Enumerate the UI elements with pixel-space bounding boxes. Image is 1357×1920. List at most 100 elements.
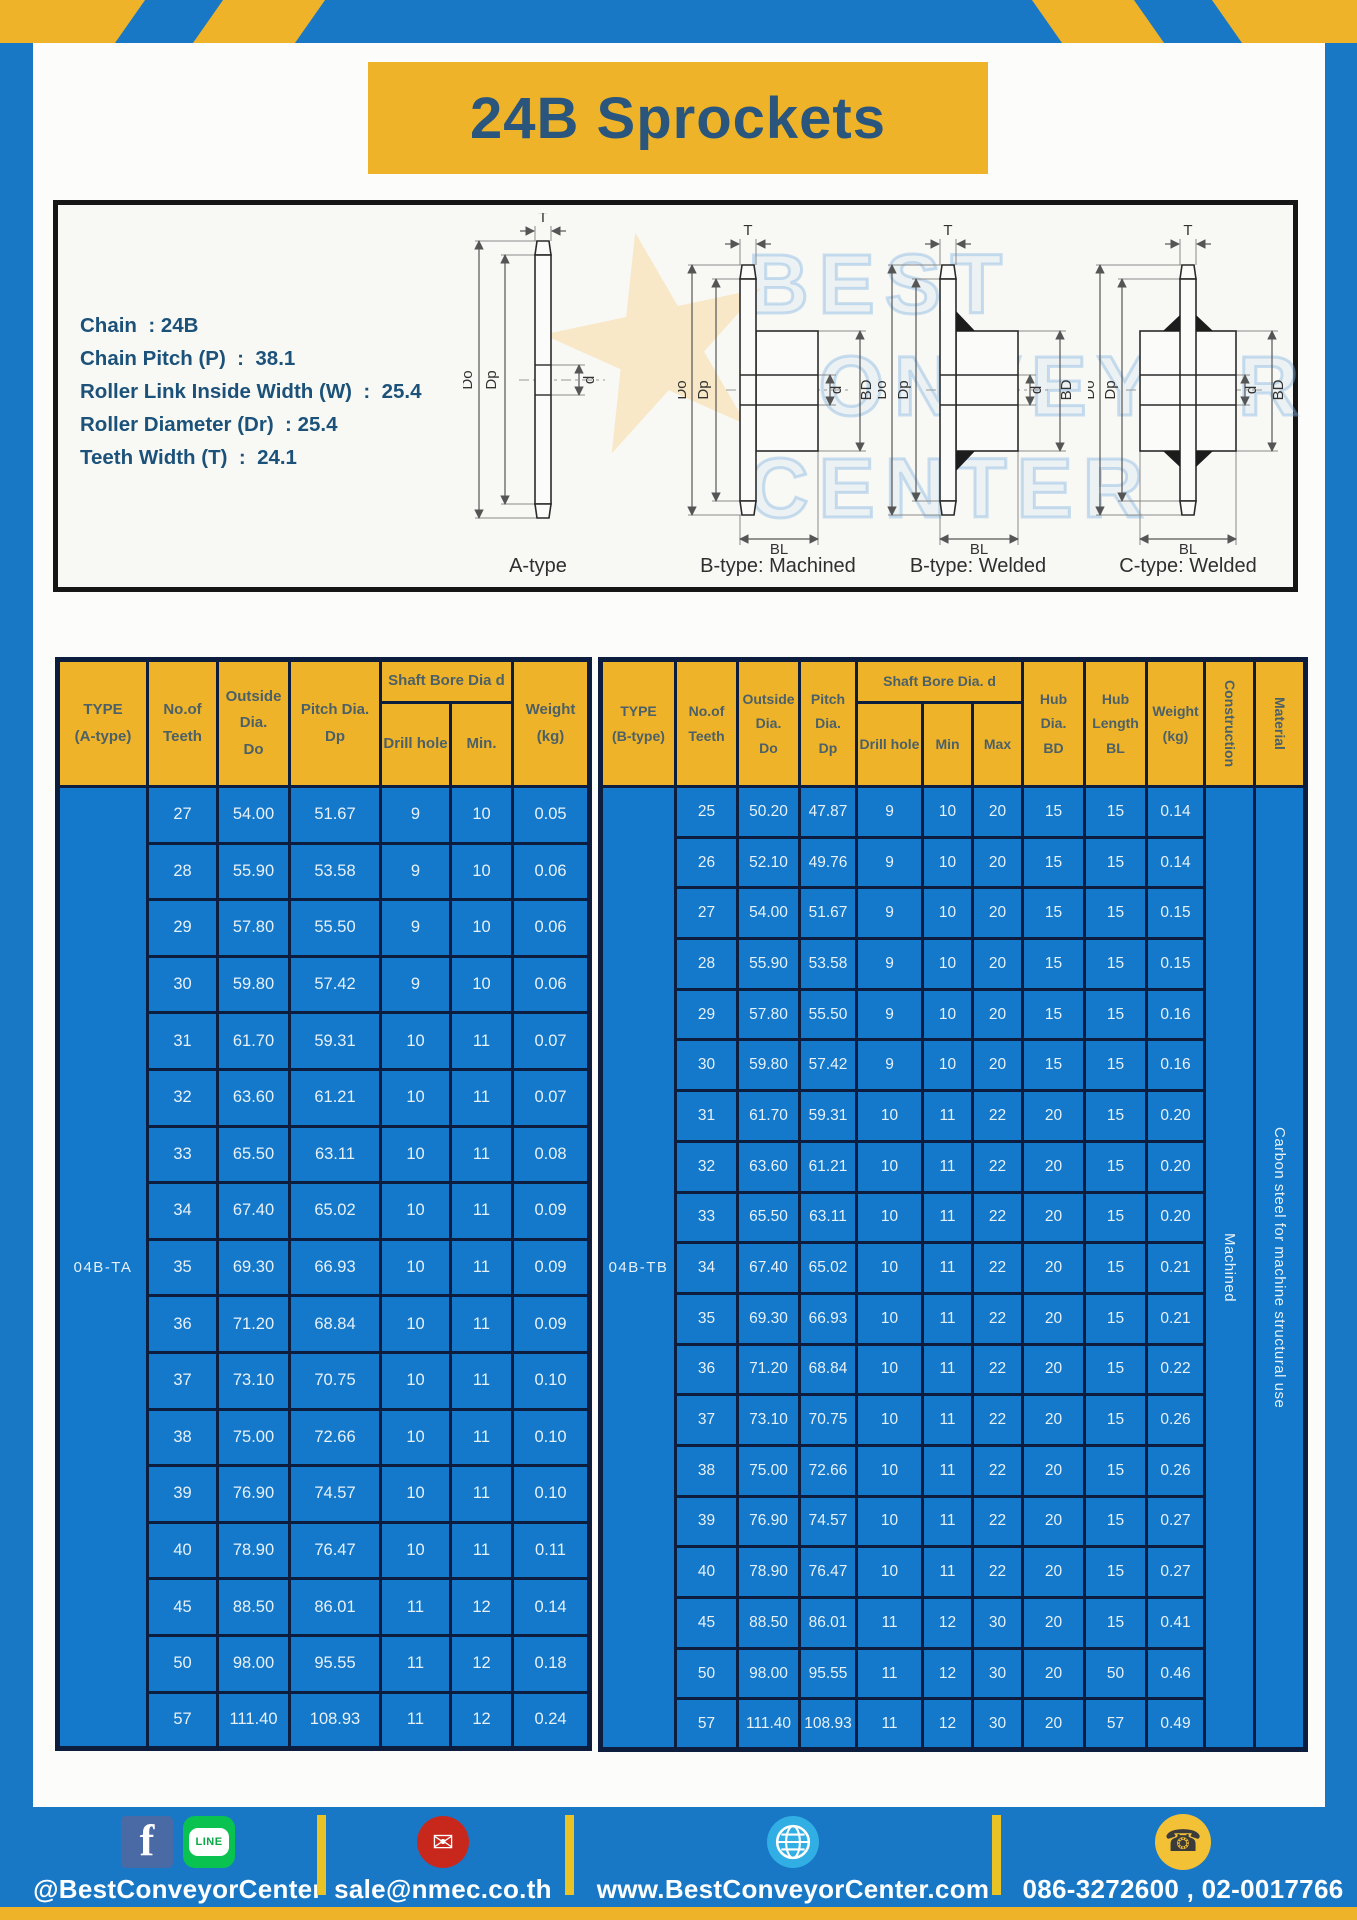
table-cell: 10 bbox=[855, 1291, 924, 1346]
table-cell: 20 bbox=[1021, 1697, 1087, 1752]
table-cell: 55.50 bbox=[798, 987, 858, 1042]
table-row: 39 76.90 74.57 10 11 22 20 15 0.27 bbox=[601, 1494, 1306, 1549]
table-cell: 10 bbox=[855, 1241, 924, 1295]
table-cell: 12 bbox=[449, 1577, 514, 1637]
table-cell: 0.14 bbox=[511, 1577, 591, 1637]
table-cell: 63.60 bbox=[736, 1139, 801, 1194]
table-cell: 12 bbox=[921, 1596, 974, 1650]
table-cell: 73.10 bbox=[736, 1393, 801, 1447]
dim-label-T: T bbox=[538, 213, 547, 226]
table-cell: 57 bbox=[1083, 1697, 1149, 1752]
table-cell: 86.01 bbox=[288, 1577, 382, 1637]
table-cell: 57.80 bbox=[736, 987, 801, 1042]
table-cell: 9 bbox=[379, 954, 452, 1015]
table-cell: 57 bbox=[674, 1697, 739, 1752]
table-cell: 108.93 bbox=[288, 1690, 382, 1751]
table-cell: 0.06 bbox=[511, 954, 591, 1015]
table-cell: 61.21 bbox=[288, 1067, 382, 1128]
table-cell: 10 bbox=[921, 886, 974, 941]
table-cell: 10 bbox=[449, 785, 514, 845]
table-cell: 0.20 bbox=[1145, 1139, 1207, 1194]
table-cell: 69.30 bbox=[736, 1291, 801, 1346]
table-cell: 11 bbox=[855, 1697, 924, 1752]
table-cell: 9 bbox=[855, 835, 924, 890]
footer-divider bbox=[565, 1815, 574, 1895]
table-row: 35 69.30 66.93 10 11 22 20 15 0.21 bbox=[601, 1291, 1306, 1346]
line-bubble-label: LINE bbox=[189, 1828, 229, 1856]
table-cell: 15 bbox=[1083, 1139, 1149, 1194]
table-cell: 51.67 bbox=[798, 886, 858, 941]
col-header-type: TYPE (B-type) bbox=[599, 658, 677, 788]
table-cell: 72.66 bbox=[288, 1407, 382, 1468]
table-cell: 36 bbox=[674, 1342, 739, 1397]
col-header-drill-hole: Drill hole bbox=[855, 701, 924, 788]
table-row: 45 88.50 86.01 11 12 0.14 bbox=[58, 1577, 591, 1637]
table-row: 29 57.80 55.50 9 10 20 15 15 0.16 bbox=[601, 987, 1306, 1042]
col-header-teeth: No.of Teeth bbox=[146, 658, 219, 788]
table-cell: 0.10 bbox=[511, 1407, 591, 1468]
table-cell: 74.57 bbox=[798, 1494, 858, 1549]
table-cell: 45 bbox=[146, 1577, 219, 1637]
table-cell: 30 bbox=[674, 1038, 739, 1093]
table-cell: 33 bbox=[146, 1124, 219, 1185]
table-cell: 22 bbox=[970, 1443, 1025, 1498]
table-cell: 0.27 bbox=[1145, 1545, 1207, 1599]
dim-label-d: d bbox=[1243, 386, 1260, 394]
table-cell: 9 bbox=[379, 841, 452, 902]
table-cell: 61.70 bbox=[736, 1089, 801, 1143]
table-cell: 10 bbox=[921, 835, 974, 890]
table-cell: 0.09 bbox=[511, 1294, 591, 1354]
table-cell: 59.80 bbox=[736, 1038, 801, 1093]
table-cell: 0.06 bbox=[511, 898, 591, 958]
table-cell: 10 bbox=[855, 1494, 924, 1549]
col-header-drill-hole: Drill hole bbox=[379, 701, 452, 788]
table-cell: 65.02 bbox=[798, 1241, 858, 1295]
table-row: 33 65.50 63.11 10 11 0.08 bbox=[58, 1124, 591, 1185]
table-cell: 27 bbox=[674, 886, 739, 941]
page-title: 24B Sprockets bbox=[470, 85, 886, 151]
table-cell: 11 bbox=[449, 1294, 514, 1354]
table-row: 36 71.20 68.84 10 11 22 20 15 0.22 bbox=[601, 1342, 1306, 1397]
table-cell: 15 bbox=[1083, 1596, 1149, 1650]
table-cell: 9 bbox=[855, 886, 924, 941]
table-cell: 20 bbox=[970, 1038, 1025, 1093]
table-cell: 11 bbox=[449, 1350, 514, 1411]
table-cell: 12 bbox=[921, 1646, 974, 1701]
table-cell: 20 bbox=[1021, 1291, 1087, 1346]
table-cell: 49.76 bbox=[798, 835, 858, 890]
dim-label-Do: Do bbox=[678, 380, 690, 399]
table-cell: 15 bbox=[1021, 937, 1087, 991]
table-cell: 20 bbox=[970, 937, 1025, 991]
col-header-min: Min. bbox=[449, 701, 514, 788]
table-cell: 0.15 bbox=[1145, 937, 1207, 991]
website-text: www.BestConveyorCenter.com bbox=[596, 1874, 990, 1904]
table-cell: 11 bbox=[855, 1596, 924, 1650]
contact-footer: f LINE @BestConveyorCenter ✉ sale@nmec.c… bbox=[33, 1813, 1343, 1905]
line-app-icon: LINE bbox=[183, 1816, 235, 1868]
table-cell: 10 bbox=[379, 1011, 452, 1071]
dim-label-Do: Do bbox=[878, 380, 890, 399]
table-cell: 26 bbox=[674, 835, 739, 890]
table-cell: 68.84 bbox=[798, 1342, 858, 1397]
table-cell: 11 bbox=[921, 1545, 974, 1599]
yellow-stripe bbox=[1023, 0, 1173, 43]
table-row: 04B-TA 27 54.00 51.67 9 10 0.05 bbox=[56, 784, 591, 1751]
table-cell: 10 bbox=[379, 1350, 452, 1411]
table-cell: 35 bbox=[146, 1237, 219, 1298]
table-cell: 11 bbox=[379, 1690, 452, 1751]
table-cell: 10 bbox=[855, 1443, 924, 1498]
table-cell: 0.06 bbox=[511, 841, 591, 902]
col-header-pitch-dia: Pitch Dia. Dp bbox=[288, 658, 382, 788]
table-cell: 0.20 bbox=[1145, 1089, 1207, 1143]
col-header-weight: Weight (kg) bbox=[511, 658, 591, 788]
table-cell: 11 bbox=[449, 1181, 514, 1241]
vertical-cell: Machined bbox=[1203, 784, 1257, 1752]
table-cell: 0.05 bbox=[511, 785, 591, 845]
table-cell: 15 bbox=[1083, 1342, 1149, 1397]
table-cell: 20 bbox=[1021, 1545, 1087, 1599]
table-cell: 10 bbox=[855, 1139, 924, 1194]
col-header-material: Material bbox=[1253, 658, 1308, 788]
table-cell: 11 bbox=[449, 1237, 514, 1298]
table-cell: 30 bbox=[970, 1697, 1025, 1752]
table-cell: 20 bbox=[970, 886, 1025, 941]
